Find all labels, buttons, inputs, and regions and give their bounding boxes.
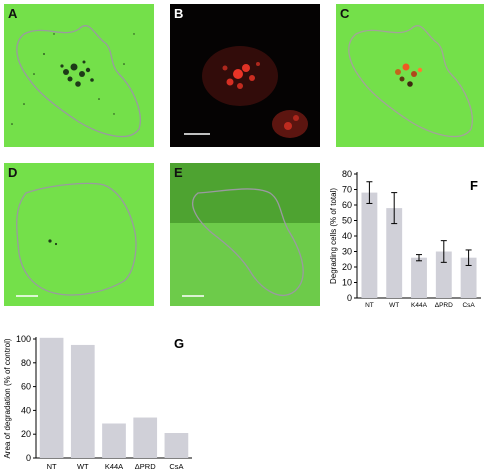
panel-b-label: B bbox=[174, 6, 184, 21]
y-tick-label: 40 bbox=[342, 231, 352, 241]
bar bbox=[386, 208, 403, 298]
chart-f: 0 10 20 30 40 50 60 70 80 NT WT K44A ΔPRD CsA Degradin… bbox=[329, 169, 481, 309]
bar bbox=[460, 257, 477, 298]
category-label: ΔPRD bbox=[135, 462, 156, 471]
panel-b-micrograph bbox=[184, 46, 308, 138]
category-label: K44A bbox=[105, 462, 123, 471]
y-tick-label: 60 bbox=[342, 200, 352, 210]
panel-d-image bbox=[4, 163, 154, 306]
y-tick-label: 20 bbox=[342, 262, 352, 272]
bar bbox=[70, 344, 95, 458]
merged-spots bbox=[395, 63, 423, 87]
y-axis-label: Degrading cells (% of total) bbox=[329, 188, 338, 284]
y-tick-label: 50 bbox=[342, 216, 352, 226]
category-label: K44A bbox=[411, 302, 428, 309]
red-fluorescence bbox=[202, 46, 308, 138]
panel-c-micrograph bbox=[348, 25, 473, 138]
cell-outline bbox=[16, 25, 141, 138]
y-axis-label: Area of degradation (% of control) bbox=[3, 338, 12, 458]
degradation-spots bbox=[11, 33, 135, 125]
panel-a-label: A bbox=[8, 6, 18, 21]
bar bbox=[133, 417, 158, 458]
panel-e-image bbox=[170, 163, 320, 306]
y-tick-label: 70 bbox=[342, 185, 352, 195]
y-tick-label: 80 bbox=[21, 358, 31, 368]
cell-outline bbox=[348, 25, 473, 138]
degradation-spots bbox=[48, 239, 58, 246]
panel-c-label: C bbox=[340, 6, 350, 21]
category-label: CsA bbox=[462, 302, 475, 309]
panel-d-label: D bbox=[8, 165, 18, 180]
bar bbox=[361, 192, 378, 298]
category-label: NT bbox=[47, 462, 57, 471]
chart-g: 0 20 40 60 80 100 NT WT K44A ΔPRD CsA Area of degra… bbox=[3, 334, 192, 471]
cell-outline bbox=[16, 182, 137, 296]
cell-outline bbox=[192, 188, 304, 296]
y-tick-label: 0 bbox=[26, 453, 31, 463]
panel-d-micrograph bbox=[16, 182, 137, 297]
y-tick-label: 0 bbox=[347, 293, 352, 303]
y-tick-label: 60 bbox=[21, 382, 31, 392]
category-label: WT bbox=[77, 462, 89, 471]
panel-label: F bbox=[470, 178, 478, 193]
y-tick-label: 30 bbox=[342, 247, 352, 257]
panel-label: G bbox=[174, 336, 184, 351]
y-tick-label: 20 bbox=[21, 429, 31, 439]
bar bbox=[102, 423, 126, 458]
panel-e-micrograph bbox=[170, 163, 320, 306]
y-tick-label: 100 bbox=[16, 334, 31, 344]
y-tick-label: 80 bbox=[342, 169, 352, 179]
bar bbox=[39, 337, 64, 458]
panel-c-image bbox=[336, 4, 484, 147]
y-tick-label: 40 bbox=[21, 405, 31, 415]
category-label: ΔPRD bbox=[435, 302, 453, 309]
panel-a-image bbox=[4, 4, 154, 147]
panel-b-image bbox=[170, 4, 320, 147]
bar bbox=[411, 257, 427, 298]
y-tick-label: 10 bbox=[342, 278, 352, 288]
category-label: CsA bbox=[169, 462, 183, 471]
bar bbox=[435, 251, 452, 298]
panel-a-micrograph bbox=[11, 25, 141, 138]
category-label: WT bbox=[389, 302, 399, 309]
bar bbox=[164, 433, 189, 458]
category-label: NT bbox=[365, 302, 374, 309]
panel-e-label: E bbox=[174, 165, 183, 180]
